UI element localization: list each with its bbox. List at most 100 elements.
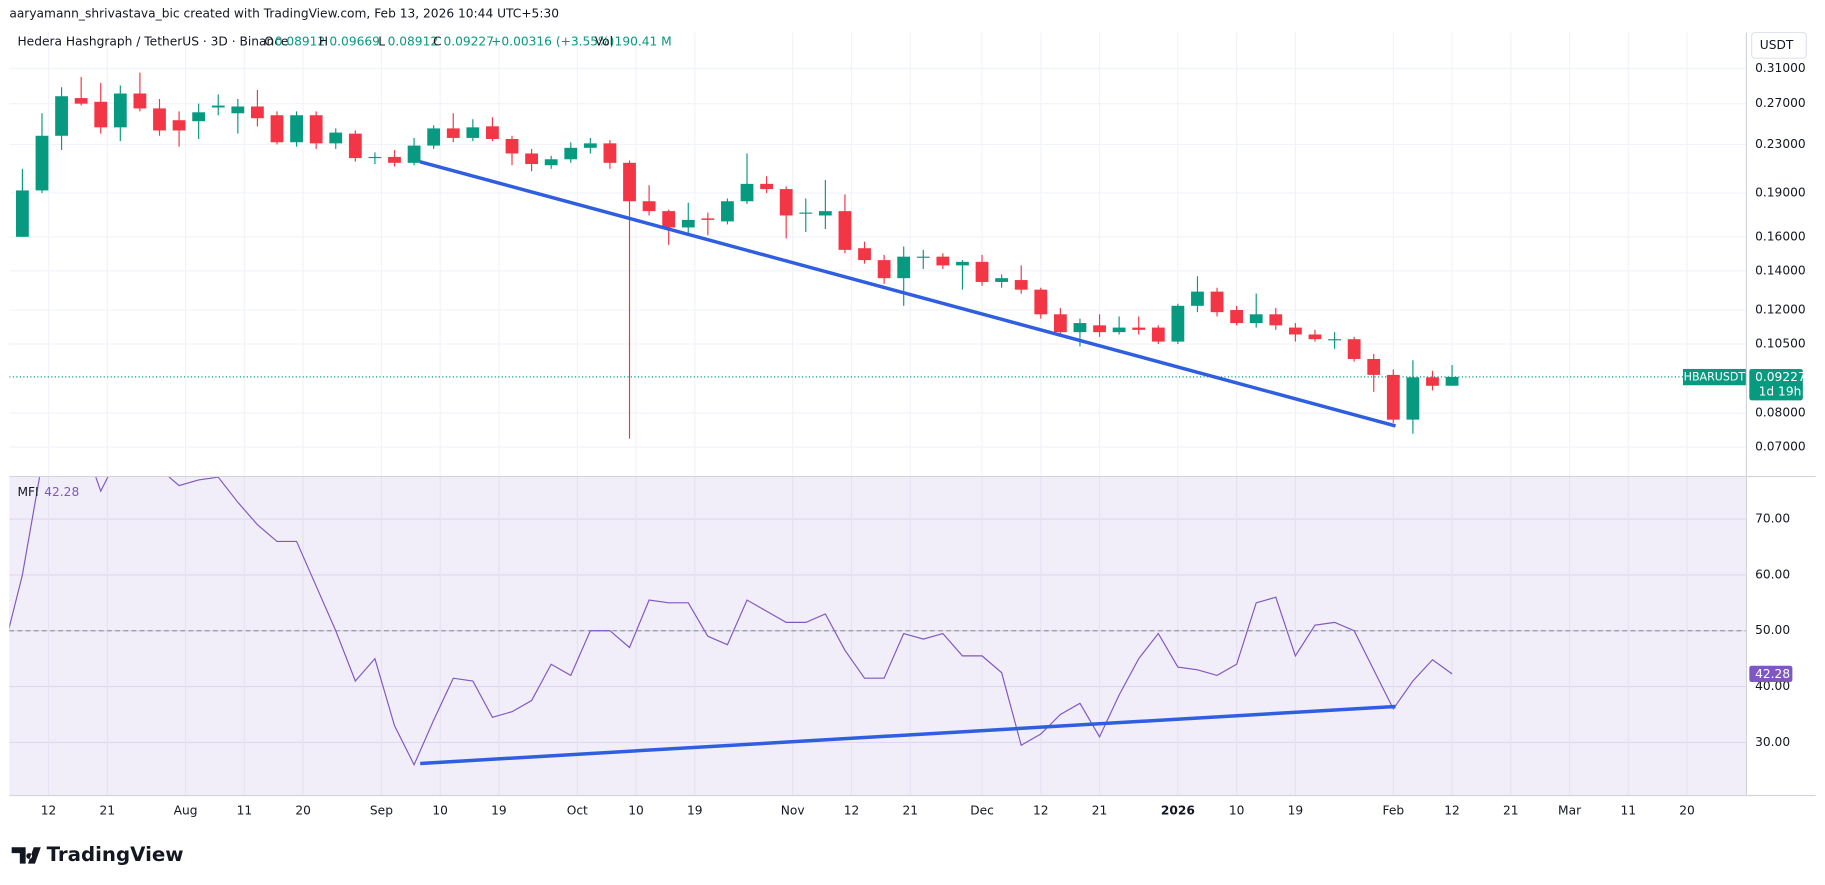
y-tick-label: 0.12000: [1755, 303, 1806, 317]
y-tick-label: 0.16000: [1755, 229, 1806, 243]
volume-label: Vol: [595, 34, 613, 48]
candle-body: [1347, 339, 1361, 359]
mfi-tag: [1749, 665, 1793, 683]
candle-body: [544, 159, 558, 166]
candle-body: [1014, 280, 1028, 290]
candle-body: [1367, 358, 1381, 375]
candle-body: [1034, 289, 1048, 315]
candle-body: [446, 128, 460, 138]
x-tick-label: 12: [41, 804, 57, 818]
logo-text: TradingView: [47, 843, 184, 866]
countdown: 1d 19h: [1759, 385, 1802, 399]
x-tick-label: Nov: [781, 804, 805, 818]
x-tick-label: 20: [295, 804, 311, 818]
last-price: 0.09227: [1755, 370, 1806, 384]
price-trendline: [419, 160, 1396, 428]
x-tick-label: Sep: [370, 804, 393, 818]
candle-body: [466, 127, 480, 138]
candle-body: [348, 133, 362, 159]
ohlc-label: L: [378, 34, 385, 48]
candle-body: [35, 135, 49, 191]
candle-body: [153, 108, 166, 131]
x-tick-label: 10: [1229, 804, 1245, 818]
y-tick-label: 30.00: [1755, 735, 1790, 749]
x-tick-label: Feb: [1382, 804, 1404, 818]
x-tick-label: 19: [491, 804, 507, 818]
x-tick-label: 2026: [1161, 804, 1195, 818]
currency-box[interactable]: [1751, 32, 1807, 59]
candle-body: [1053, 314, 1067, 333]
candle-body: [270, 115, 284, 143]
candle-body: [1210, 291, 1224, 313]
x-tick-label: 20: [1679, 804, 1695, 818]
x-tick-label: Dec: [970, 804, 994, 818]
candle-body: [799, 212, 813, 214]
candle-body: [55, 96, 68, 136]
candle-body: [760, 183, 774, 190]
candle-body: [192, 112, 206, 122]
candle-body: [1151, 327, 1165, 342]
y-tick-label: 70.00: [1755, 512, 1790, 526]
x-tick-label: Aug: [174, 804, 198, 818]
axes: 0.31000 0.27000 0.23000 0.19000 0.16000 0.140…: [41, 61, 1806, 818]
candle-body: [172, 120, 186, 131]
y-tick-label: 60.00: [1755, 567, 1790, 581]
candle-body: [1112, 327, 1126, 333]
ohlc-value: 0.09227: [443, 34, 494, 48]
candle-body: [897, 256, 911, 279]
candle-body: [15, 190, 29, 237]
x-tick-label: 12: [1444, 804, 1460, 818]
candle-body: [486, 126, 499, 139]
ohlc-value: 0.08912: [275, 34, 326, 48]
volume: 190.41 M: [615, 34, 672, 48]
candle-body: [133, 93, 147, 109]
credit: aaryamann_shrivastava_bic created with T…: [9, 6, 559, 20]
currency[interactable]: USDT: [1760, 38, 1794, 52]
candle-body: [1191, 291, 1204, 306]
ohlc-value: 0.08912: [388, 34, 439, 48]
candle-body: [818, 211, 832, 216]
candle-body: [740, 183, 754, 202]
candle-body: [623, 162, 636, 202]
currency-button[interactable]: USDT: [1751, 32, 1807, 59]
x-tick-label: 19: [1288, 804, 1304, 818]
candle-body: [956, 261, 969, 266]
x-tick-label: 10: [628, 804, 644, 818]
x-tick-label: 12: [1033, 804, 1049, 818]
ticker-tag: [1682, 368, 1746, 386]
candle-body: [858, 248, 871, 261]
candle-body: [642, 201, 656, 212]
candle-body: [995, 278, 1009, 282]
candle-body: [975, 261, 989, 282]
legend: Hedera Hashgraph / TetherUS · 3D · Binan…: [17, 34, 671, 498]
candle-body: [368, 156, 382, 159]
candle-body: [1132, 327, 1146, 330]
candle-body: [74, 98, 88, 104]
ohlc-label: C: [433, 34, 442, 48]
x-tick-label: 10: [432, 804, 448, 818]
ohlc-value: 0.09669: [329, 34, 380, 48]
ohlc-label: H: [319, 34, 328, 48]
candle-body: [251, 106, 264, 119]
candle-body: [1328, 339, 1341, 341]
candle-body: [1288, 327, 1302, 335]
candle-body: [662, 211, 676, 228]
candle-body: [427, 128, 441, 146]
candle-body: [309, 115, 323, 144]
candle-body: [779, 189, 793, 216]
candle-body: [1445, 376, 1459, 386]
candle-body: [1386, 374, 1400, 420]
candle-body: [525, 153, 538, 165]
candle-body: [1073, 323, 1087, 333]
candle-body: [1406, 377, 1420, 420]
y-tick-label: 0.27000: [1755, 96, 1806, 110]
candle-body: [231, 106, 245, 114]
x-tick-label: 21: [902, 804, 918, 818]
candle-body: [113, 93, 127, 128]
y-tick-label: 0.07000: [1755, 440, 1806, 454]
candle-body: [1269, 314, 1283, 326]
mfi-line: [9, 477, 1453, 767]
x-tick-label: 21: [1092, 804, 1108, 818]
